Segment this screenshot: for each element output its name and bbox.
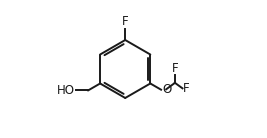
Text: F: F [183,82,190,95]
Text: O: O [162,83,172,96]
Text: HO: HO [57,84,75,97]
Text: F: F [172,62,178,75]
Text: F: F [122,15,128,28]
